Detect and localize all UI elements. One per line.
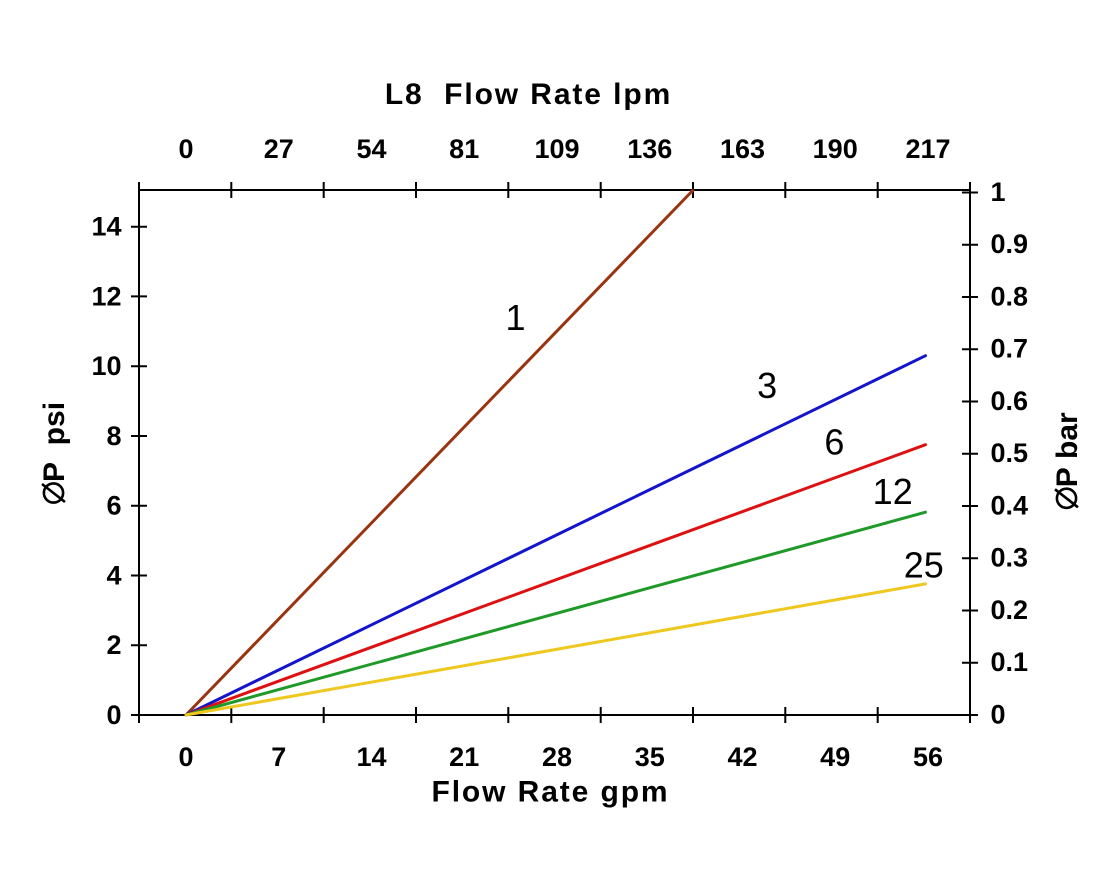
svg-text:P bar: P bar — [1051, 412, 1084, 487]
svg-text:10: 10 — [91, 351, 121, 381]
svg-text:42: 42 — [727, 742, 757, 772]
svg-text:136: 136 — [627, 134, 672, 164]
svg-text:81: 81 — [449, 134, 479, 164]
svg-text:12: 12 — [873, 471, 913, 512]
svg-text:12: 12 — [91, 281, 121, 311]
svg-text:21: 21 — [449, 742, 479, 772]
svg-text:0: 0 — [106, 700, 121, 730]
svg-text:14: 14 — [91, 212, 121, 242]
svg-text:0.4: 0.4 — [991, 490, 1029, 520]
svg-text:56: 56 — [913, 742, 943, 772]
svg-text:Flow Rate gpm: Flow Rate gpm — [431, 776, 669, 809]
svg-text:0: 0 — [991, 699, 1006, 729]
svg-text:3: 3 — [757, 365, 777, 406]
svg-text:7: 7 — [271, 742, 286, 772]
svg-text:0: 0 — [178, 742, 193, 772]
svg-text:L8 Flow Rate lpm: L8 Flow Rate lpm — [385, 78, 672, 111]
svg-text:25: 25 — [904, 544, 944, 585]
svg-text:54: 54 — [356, 134, 386, 164]
svg-text:1: 1 — [991, 177, 1006, 207]
svg-text:1: 1 — [505, 297, 525, 338]
svg-text:0.1: 0.1 — [991, 647, 1029, 677]
svg-text:2: 2 — [106, 630, 121, 660]
svg-text:4: 4 — [106, 560, 121, 590]
svg-text:163: 163 — [720, 134, 765, 164]
svg-text:217: 217 — [905, 134, 950, 164]
svg-text:190: 190 — [813, 134, 858, 164]
svg-text:35: 35 — [635, 742, 665, 772]
svg-text:0.8: 0.8 — [991, 281, 1029, 311]
svg-text:14: 14 — [356, 742, 386, 772]
svg-text:8: 8 — [106, 421, 121, 451]
svg-text:0.5: 0.5 — [991, 438, 1029, 468]
svg-text:27: 27 — [264, 134, 294, 164]
svg-text:P psi: P psi — [38, 402, 71, 482]
svg-text:49: 49 — [820, 742, 850, 772]
svg-text:0.2: 0.2 — [991, 595, 1029, 625]
svg-text:6: 6 — [824, 422, 844, 463]
svg-text:0.3: 0.3 — [991, 543, 1029, 573]
svg-text:0.6: 0.6 — [991, 386, 1029, 416]
svg-text:109: 109 — [534, 134, 579, 164]
svg-text:0.7: 0.7 — [991, 334, 1029, 364]
svg-text:6: 6 — [106, 491, 121, 521]
svg-text:0: 0 — [178, 134, 193, 164]
svg-text:28: 28 — [542, 742, 572, 772]
svg-text:0.9: 0.9 — [991, 229, 1029, 259]
